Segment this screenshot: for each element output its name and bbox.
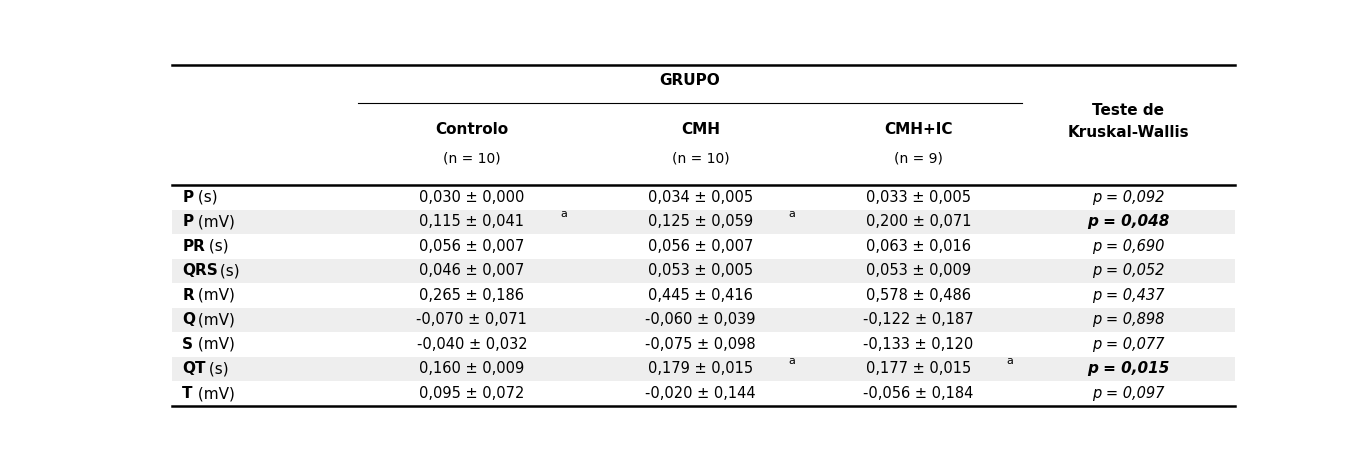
Text: CMH: CMH bbox=[681, 122, 720, 137]
Text: p = 0,048: p = 0,048 bbox=[1087, 214, 1170, 229]
Text: (mV): (mV) bbox=[193, 386, 235, 401]
Text: (s): (s) bbox=[204, 239, 229, 254]
Text: p = 0,077: p = 0,077 bbox=[1092, 337, 1165, 352]
Text: 0,177 ± 0,015: 0,177 ± 0,015 bbox=[866, 362, 971, 377]
Text: -0,075 ± 0,098: -0,075 ± 0,098 bbox=[645, 337, 756, 352]
Text: (mV): (mV) bbox=[193, 337, 235, 352]
Text: Q: Q bbox=[182, 312, 195, 328]
Text: 0,160 ± 0,009: 0,160 ± 0,009 bbox=[420, 362, 524, 377]
Text: (s): (s) bbox=[193, 190, 218, 205]
Text: p = 0,015: p = 0,015 bbox=[1087, 362, 1170, 377]
Text: (n = 10): (n = 10) bbox=[443, 151, 501, 165]
Text: p = 0,690: p = 0,690 bbox=[1092, 239, 1165, 254]
Text: 0,030 ± 0,000: 0,030 ± 0,000 bbox=[420, 190, 524, 205]
Text: (mV): (mV) bbox=[193, 214, 235, 229]
Text: a: a bbox=[789, 356, 796, 366]
Text: p = 0,437: p = 0,437 bbox=[1092, 288, 1165, 303]
Text: QRS: QRS bbox=[182, 263, 218, 278]
Text: -0,060 ± 0,039: -0,060 ± 0,039 bbox=[645, 312, 756, 328]
Text: -0,056 ± 0,184: -0,056 ± 0,184 bbox=[863, 386, 974, 401]
Text: a: a bbox=[560, 209, 567, 219]
Text: 0,445 ± 0,416: 0,445 ± 0,416 bbox=[648, 288, 753, 303]
Text: R: R bbox=[182, 288, 193, 303]
Text: P: P bbox=[182, 214, 193, 229]
Text: (s): (s) bbox=[215, 263, 240, 278]
Text: (n = 10): (n = 10) bbox=[672, 151, 730, 165]
Text: -0,133 ± 0,120: -0,133 ± 0,120 bbox=[863, 337, 974, 352]
Text: p = 0,898: p = 0,898 bbox=[1092, 312, 1165, 328]
Text: 0,034 ± 0,005: 0,034 ± 0,005 bbox=[648, 190, 753, 205]
Text: 0,056 ± 0,007: 0,056 ± 0,007 bbox=[648, 239, 753, 254]
Text: Teste de
Kruskal-Wallis: Teste de Kruskal-Wallis bbox=[1067, 103, 1190, 140]
Text: P: P bbox=[182, 190, 193, 205]
Text: 0,095 ± 0,072: 0,095 ± 0,072 bbox=[420, 386, 524, 401]
Text: -0,040 ± 0,032: -0,040 ± 0,032 bbox=[417, 337, 527, 352]
Text: 0,200 ± 0,071: 0,200 ± 0,071 bbox=[866, 214, 971, 229]
Text: 0,115 ± 0,041: 0,115 ± 0,041 bbox=[420, 214, 524, 229]
Text: Controlo: Controlo bbox=[435, 122, 509, 137]
Text: QT: QT bbox=[182, 362, 206, 377]
Bar bbox=[172, 308, 1235, 332]
Text: 0,179 ± 0,015: 0,179 ± 0,015 bbox=[648, 362, 753, 377]
Bar bbox=[172, 210, 1235, 234]
Text: p = 0,092: p = 0,092 bbox=[1092, 190, 1165, 205]
Text: CMH+IC: CMH+IC bbox=[884, 122, 952, 137]
Text: -0,070 ± 0,071: -0,070 ± 0,071 bbox=[417, 312, 527, 328]
Text: (n = 9): (n = 9) bbox=[895, 151, 943, 165]
Text: T: T bbox=[182, 386, 192, 401]
Text: 0,578 ± 0,486: 0,578 ± 0,486 bbox=[866, 288, 971, 303]
Bar bbox=[172, 357, 1235, 381]
Text: 0,053 ± 0,009: 0,053 ± 0,009 bbox=[866, 263, 971, 278]
Text: 0,046 ± 0,007: 0,046 ± 0,007 bbox=[420, 263, 524, 278]
Text: p = 0,052: p = 0,052 bbox=[1092, 263, 1165, 278]
Text: -0,020 ± 0,144: -0,020 ± 0,144 bbox=[645, 386, 756, 401]
Text: 0,125 ± 0,059: 0,125 ± 0,059 bbox=[648, 214, 753, 229]
Text: GRUPO: GRUPO bbox=[660, 73, 720, 88]
Text: p = 0,097: p = 0,097 bbox=[1092, 386, 1165, 401]
Text: 0,265 ± 0,186: 0,265 ± 0,186 bbox=[420, 288, 524, 303]
Text: a: a bbox=[789, 209, 796, 219]
Text: (mV): (mV) bbox=[193, 288, 235, 303]
Bar bbox=[172, 259, 1235, 283]
Text: 0,063 ± 0,016: 0,063 ± 0,016 bbox=[866, 239, 971, 254]
Text: a: a bbox=[1007, 356, 1014, 366]
Text: 0,033 ± 0,005: 0,033 ± 0,005 bbox=[866, 190, 971, 205]
Text: 0,053 ± 0,005: 0,053 ± 0,005 bbox=[648, 263, 753, 278]
Text: S: S bbox=[182, 337, 193, 352]
Text: (s): (s) bbox=[204, 362, 229, 377]
Text: (mV): (mV) bbox=[193, 312, 235, 328]
Text: PR: PR bbox=[182, 239, 204, 254]
Text: 0,056 ± 0,007: 0,056 ± 0,007 bbox=[420, 239, 524, 254]
Text: -0,122 ± 0,187: -0,122 ± 0,187 bbox=[863, 312, 974, 328]
